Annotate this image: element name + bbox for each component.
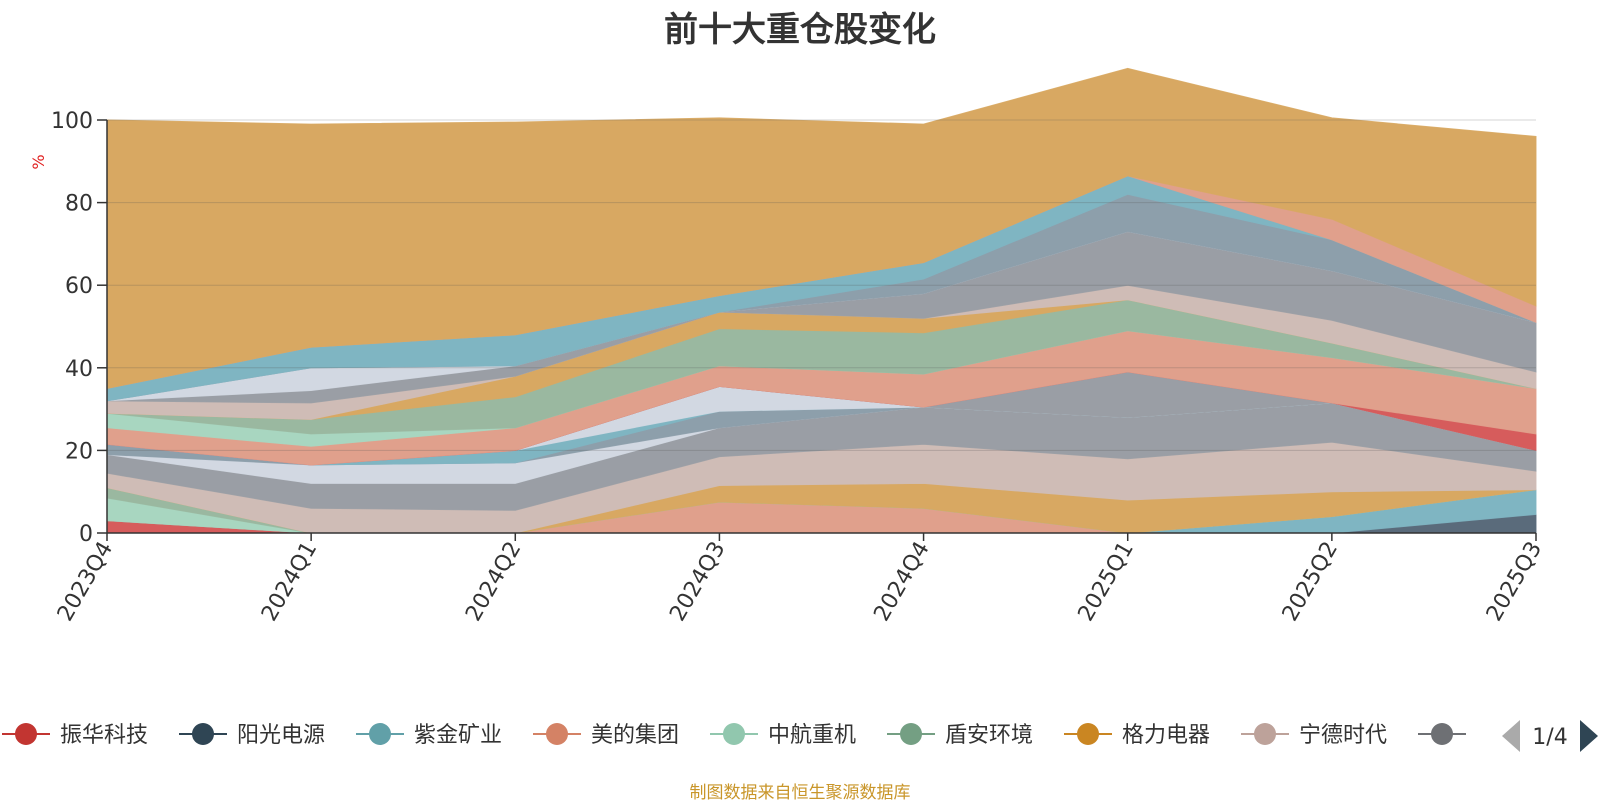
legend-page-indicator: 1/4 bbox=[1532, 725, 1567, 750]
legend-item[interactable]: 盾安环境 bbox=[887, 723, 1033, 748]
y-tick-label: 60 bbox=[65, 274, 93, 299]
legend-marker-icon bbox=[369, 723, 391, 745]
legend-label: 紫金矿业 bbox=[414, 723, 502, 748]
legend-label: 振华科技 bbox=[60, 723, 148, 748]
legend-marker-icon bbox=[723, 723, 745, 745]
legend-marker-icon bbox=[1431, 723, 1453, 745]
area-series-26 bbox=[106, 67, 1537, 390]
legend-label: 盾安环境 bbox=[945, 723, 1033, 748]
chart-title: 前十大重仓股变化 bbox=[664, 10, 936, 50]
x-tick-label: 2024Q3 bbox=[665, 538, 730, 626]
legend-item[interactable]: 宁德时代 bbox=[1241, 723, 1387, 748]
grid-lines bbox=[107, 119, 1536, 451]
legend: 振华科技 阳光电源 紫金矿业 美的集团 中航重机 盾安环境 格力电器 宁德时代 bbox=[2, 723, 1466, 748]
y-tick-label: 80 bbox=[65, 192, 93, 217]
legend-marker-icon bbox=[1254, 723, 1276, 745]
legend-marker-icon bbox=[15, 723, 37, 745]
legend-item[interactable] bbox=[1418, 723, 1466, 745]
x-tick-label: 2024Q2 bbox=[461, 538, 526, 626]
legend-item[interactable]: 紫金矿业 bbox=[356, 723, 502, 748]
legend-label: 宁德时代 bbox=[1299, 723, 1387, 748]
legend-label: 阳光电源 bbox=[237, 723, 325, 748]
legend-label: 中航重机 bbox=[768, 723, 856, 748]
source-note: 制图数据来自恒生聚源数据库 bbox=[689, 783, 911, 803]
legend-item[interactable]: 振华科技 bbox=[2, 723, 148, 748]
legend-item[interactable]: 阳光电源 bbox=[179, 723, 325, 748]
legend-marker-icon bbox=[192, 723, 214, 745]
area-layers bbox=[106, 67, 1537, 534]
legend-item[interactable]: 格力电器 bbox=[1064, 723, 1210, 748]
y-axis-label: % bbox=[29, 154, 48, 169]
y-tick-label: 20 bbox=[65, 439, 93, 464]
legend-marker-icon bbox=[1077, 723, 1099, 745]
x-tick-label: 2024Q4 bbox=[869, 538, 934, 626]
x-tick-label: 2025Q1 bbox=[1074, 538, 1139, 626]
legend-pager: 1/4 bbox=[1502, 720, 1598, 752]
x-tick-label: 2023Q4 bbox=[53, 538, 118, 626]
y-tick-label: 0 bbox=[79, 522, 93, 547]
legend-item[interactable]: 美的集团 bbox=[533, 723, 679, 748]
x-tick-label: 2024Q1 bbox=[257, 538, 322, 626]
legend-label: 美的集团 bbox=[591, 723, 679, 748]
legend-label: 格力电器 bbox=[1122, 723, 1210, 748]
y-tick-label: 100 bbox=[51, 109, 93, 134]
legend-next-icon[interactable] bbox=[1580, 720, 1598, 752]
legend-marker-icon bbox=[900, 723, 922, 745]
legend-marker-icon bbox=[546, 723, 568, 745]
x-tick-label: 2025Q3 bbox=[1482, 538, 1547, 626]
x-tick-label: 2025Q2 bbox=[1278, 538, 1343, 626]
legend-prev-icon[interactable] bbox=[1502, 720, 1520, 752]
legend-item[interactable]: 中航重机 bbox=[710, 723, 856, 748]
y-tick-label: 40 bbox=[65, 357, 93, 382]
